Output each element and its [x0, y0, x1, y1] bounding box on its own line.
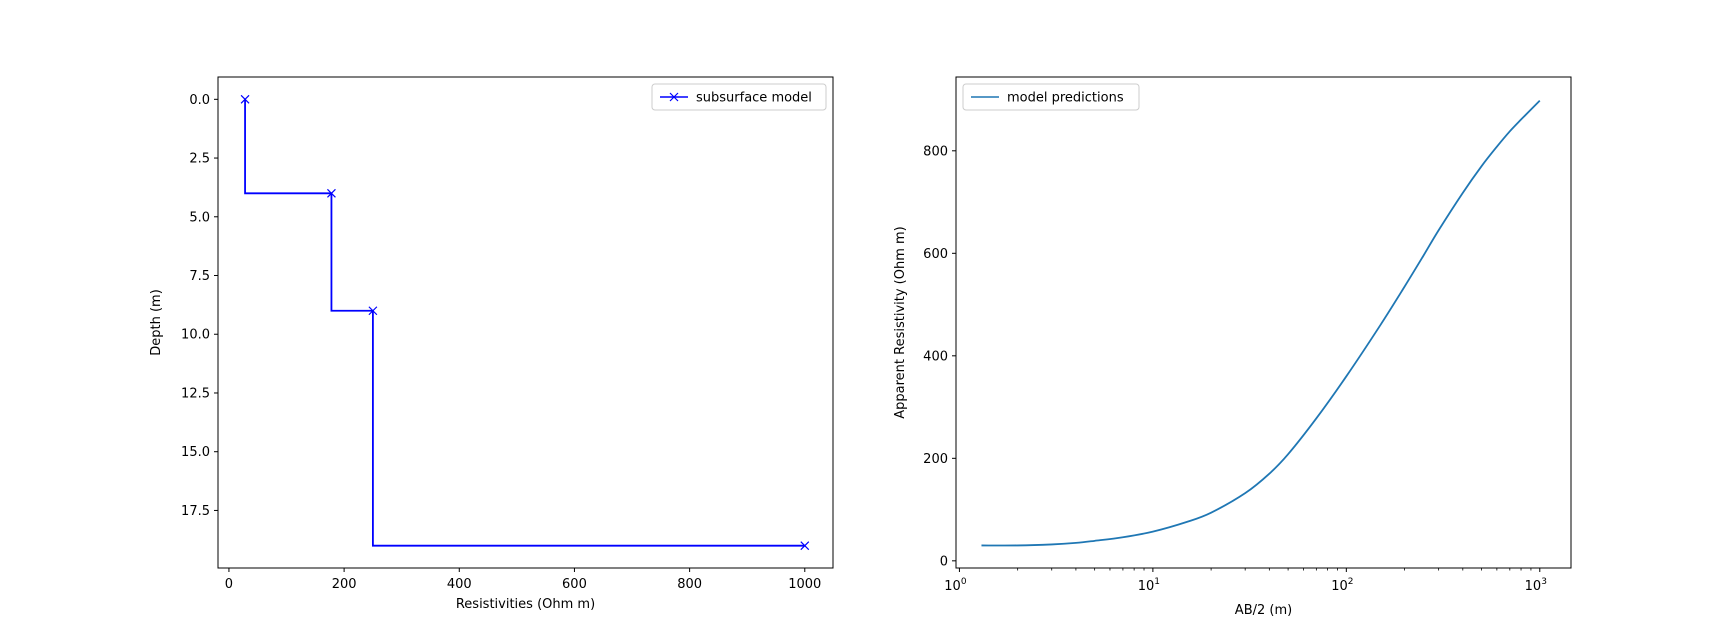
right-x-tick-exponent: 0 — [961, 577, 967, 587]
right-legend: model predictions — [962, 83, 1140, 111]
left-y-axis-label: Depth (m) — [149, 289, 164, 356]
right-legend-label: model predictions — [1007, 91, 1124, 106]
right-x-tick-base: 10 — [1525, 579, 1542, 594]
subsurface-model-line — [244, 99, 805, 547]
right-y-tick-label: 0 — [940, 554, 948, 569]
right-x-tick-label: 102 — [1331, 577, 1353, 594]
left-y-tick-label: 5.0 — [189, 210, 210, 225]
left-y-tick-label: 10.0 — [181, 328, 210, 343]
left-x-tick-label: 200 — [332, 577, 357, 592]
right-y-ticks: 0 200 400 600 800 — [923, 144, 956, 569]
left-y-tick-label: 0.0 — [189, 93, 210, 108]
subsurface-model-marker — [800, 541, 810, 551]
left-legend-box — [651, 83, 827, 111]
right-plot-frame — [955, 76, 1572, 569]
right-x-tick-exponent: 1 — [1154, 577, 1160, 587]
right-x-minor-ticks — [1017, 568, 1532, 571]
subsurface-model-chart: 0 200 400 600 800 1000 0.0 2.5 5.0 7.5 10.0 12.5 15… — [149, 76, 834, 612]
right-x-tick-exponent: 2 — [1348, 577, 1354, 587]
left-x-tick-label: 400 — [447, 577, 472, 592]
left-y-tick-label: 12.5 — [181, 386, 210, 401]
subsurface-model-marker — [327, 188, 336, 198]
right-x-tick-base: 10 — [1138, 579, 1155, 594]
left-y-ticks: 0.0 2.5 5.0 7.5 10.0 12.5 15.0 17.5 — [181, 93, 218, 519]
left-legend-marker — [669, 92, 679, 102]
left-y-tick-label: 2.5 — [189, 152, 210, 167]
right-series — [981, 99, 1541, 547]
left-x-ticks: 0 200 400 600 800 1000 — [225, 568, 821, 592]
left-x-tick-label: 800 — [677, 577, 702, 592]
left-y-tick-label: 17.5 — [181, 504, 210, 519]
left-legend-label: subsurface model — [696, 91, 812, 106]
left-x-tick-label: 1000 — [788, 577, 821, 592]
left-x-tick-label: 600 — [562, 577, 587, 592]
right-x-tick-base: 10 — [944, 579, 961, 594]
subsurface-model-marker — [240, 94, 250, 104]
right-y-tick-label: 600 — [923, 247, 948, 262]
right-x-tick-exponent: 3 — [1541, 577, 1547, 587]
right-x-tick-label: 103 — [1525, 577, 1547, 594]
left-legend: subsurface model — [651, 83, 827, 111]
right-y-tick-label: 200 — [923, 452, 948, 467]
left-plot-frame — [217, 76, 834, 569]
right-y-tick-label: 800 — [923, 144, 948, 159]
right-y-axis-label: Apparent Resistivity (Ohm m) — [893, 226, 908, 419]
right-x-tick-label: 100 — [944, 577, 967, 594]
subsurface-model-marker — [368, 306, 378, 316]
right-x-axis-label: AB/2 (m) — [1235, 603, 1292, 618]
left-series — [240, 94, 810, 551]
left-y-tick-label: 15.0 — [181, 445, 210, 460]
left-x-tick-label: 0 — [225, 577, 233, 592]
right-y-tick-label: 400 — [923, 349, 948, 364]
right-x-tick-label: 101 — [1138, 577, 1160, 594]
model-predictions-line — [981, 99, 1541, 547]
right-x-tick-base: 10 — [1331, 579, 1348, 594]
right-legend-box — [962, 83, 1140, 111]
left-x-axis-label: Resistivities (Ohm m) — [456, 597, 595, 612]
right-x-ticks: 100 101 102 103 — [944, 568, 1547, 594]
left-y-tick-label: 7.5 — [189, 269, 210, 284]
